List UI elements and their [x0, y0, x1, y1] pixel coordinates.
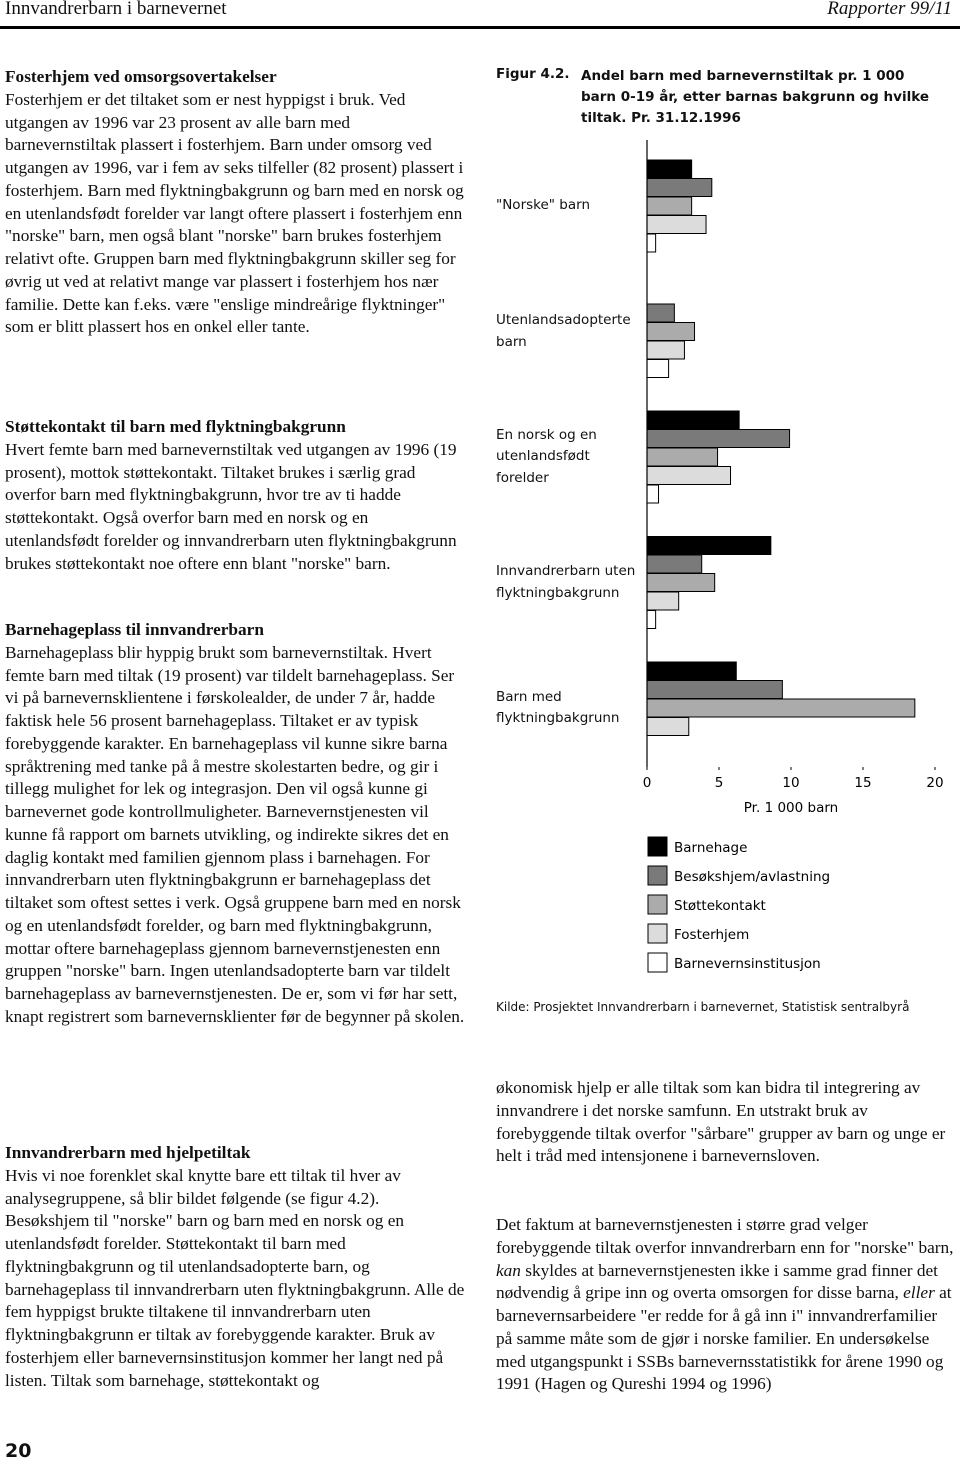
section: Fosterhjem ved omsorgsovertakelser Foster…: [5, 66, 465, 339]
legend-label: Besøkshjem/avlastning: [674, 869, 830, 885]
bar: [646, 410, 740, 430]
legend-swatch: [647, 836, 668, 857]
bar: [646, 233, 657, 253]
bar: [646, 554, 703, 574]
bar: [646, 661, 737, 681]
x-tick-label: 20: [926, 775, 943, 791]
legend-label: Fosterhjem: [674, 927, 749, 943]
legend-label: Barnevernsinstitusjon: [674, 956, 821, 972]
paragraph: Fosterhjem er det tiltaket som er nest h…: [5, 89, 464, 337]
text-run: skyldes at barnevernstjenesten ikke i sa…: [496, 1260, 938, 1303]
bar: [646, 340, 685, 360]
legend-swatch: [647, 894, 668, 915]
section-heading: Fosterhjem ved omsorgsovertakelser: [5, 67, 277, 86]
bar: [646, 178, 713, 197]
x-tick-label: 10: [782, 775, 799, 791]
bar: [646, 322, 696, 341]
legend-swatch: [647, 952, 668, 973]
category-label: "Norske" barn: [496, 197, 591, 214]
emphasis: eller: [903, 1283, 935, 1303]
bar: [646, 536, 772, 555]
header-right: Rapporter 99/11: [827, 0, 952, 19]
x-tick-label: 0: [643, 775, 652, 791]
x-axis-label: Pr. 1 000 barn: [744, 800, 838, 816]
bar: [646, 359, 670, 378]
bar: [646, 466, 732, 485]
figure-label: Figur 4.2.: [496, 66, 570, 82]
page-number: 20: [5, 1440, 32, 1462]
figure-title: Andel barn med barnevernstiltak pr. 1 00…: [581, 68, 929, 126]
paragraph: Barnehageplass blir hyppig brukt som bar…: [5, 642, 465, 1026]
section: Innvandrerbarn med hjelpetiltak Hvis vi n…: [5, 1142, 465, 1392]
bar: [646, 429, 791, 448]
section-heading: Innvandrerbarn med hjelpetiltak: [5, 1143, 251, 1162]
figure-source: Kilde: Prosjektet Innvandrerbarn i barne…: [496, 1000, 910, 1014]
bar: [646, 215, 707, 234]
category-label: Barn med flyktningbakgrunn: [496, 688, 620, 727]
bar: [646, 447, 719, 467]
section-heading: Støttekontakt til barn med flyktningbakg…: [5, 417, 346, 436]
bar: [646, 484, 660, 504]
bar: [646, 698, 916, 718]
bar: [646, 196, 693, 216]
category-label: Utenlandsadopterte barn: [496, 312, 631, 350]
header-rule: [0, 26, 960, 29]
legend-swatch: [647, 923, 668, 944]
header-left: Innvandrerbarn i barnevernet: [5, 0, 227, 19]
bar: [646, 680, 783, 699]
bar: [646, 610, 657, 629]
x-tick-label: 5: [715, 775, 724, 791]
legend-label: Barnehage: [674, 840, 747, 856]
paragraph: Det faktum at barnevernstjenesten i stør…: [496, 1214, 956, 1396]
bar: [646, 159, 693, 179]
category-label: En norsk og en utenlandsfødt forelder: [496, 426, 597, 486]
category-label: Innvandrerbarn uten flyktningbakgrunn: [496, 563, 636, 601]
text-run: økonomisk hjelp er alle tiltak som kan b…: [496, 1078, 946, 1166]
text-run: Det faktum at barnevernstjenesten i stør…: [496, 1215, 954, 1257]
emphasis: kan: [496, 1260, 521, 1280]
section: Støttekontakt til barn med flyktningbakg…: [5, 416, 465, 575]
bar: [646, 303, 675, 323]
bar: [646, 573, 716, 592]
x-tick-label: 15: [854, 775, 871, 791]
paragraph: Hvert femte barn med barnevernstiltak ve…: [5, 439, 457, 573]
paragraph: økonomisk hjelp er alle tiltak som kan b…: [496, 1077, 956, 1168]
bar: [646, 717, 690, 736]
bar: [646, 591, 680, 611]
paragraph: Hvis vi noe forenklet skal knytte bare e…: [5, 1165, 465, 1390]
legend-swatch: [647, 865, 668, 886]
text-run: at barnevernsarbeidere "er redde for å g…: [496, 1283, 952, 1394]
section: Barnehageplass til innvandrerbarn Barneha…: [5, 619, 465, 1029]
section-heading: Barnehageplass til innvandrerbarn: [5, 620, 264, 639]
legend-label: Støttekontakt: [674, 898, 766, 914]
